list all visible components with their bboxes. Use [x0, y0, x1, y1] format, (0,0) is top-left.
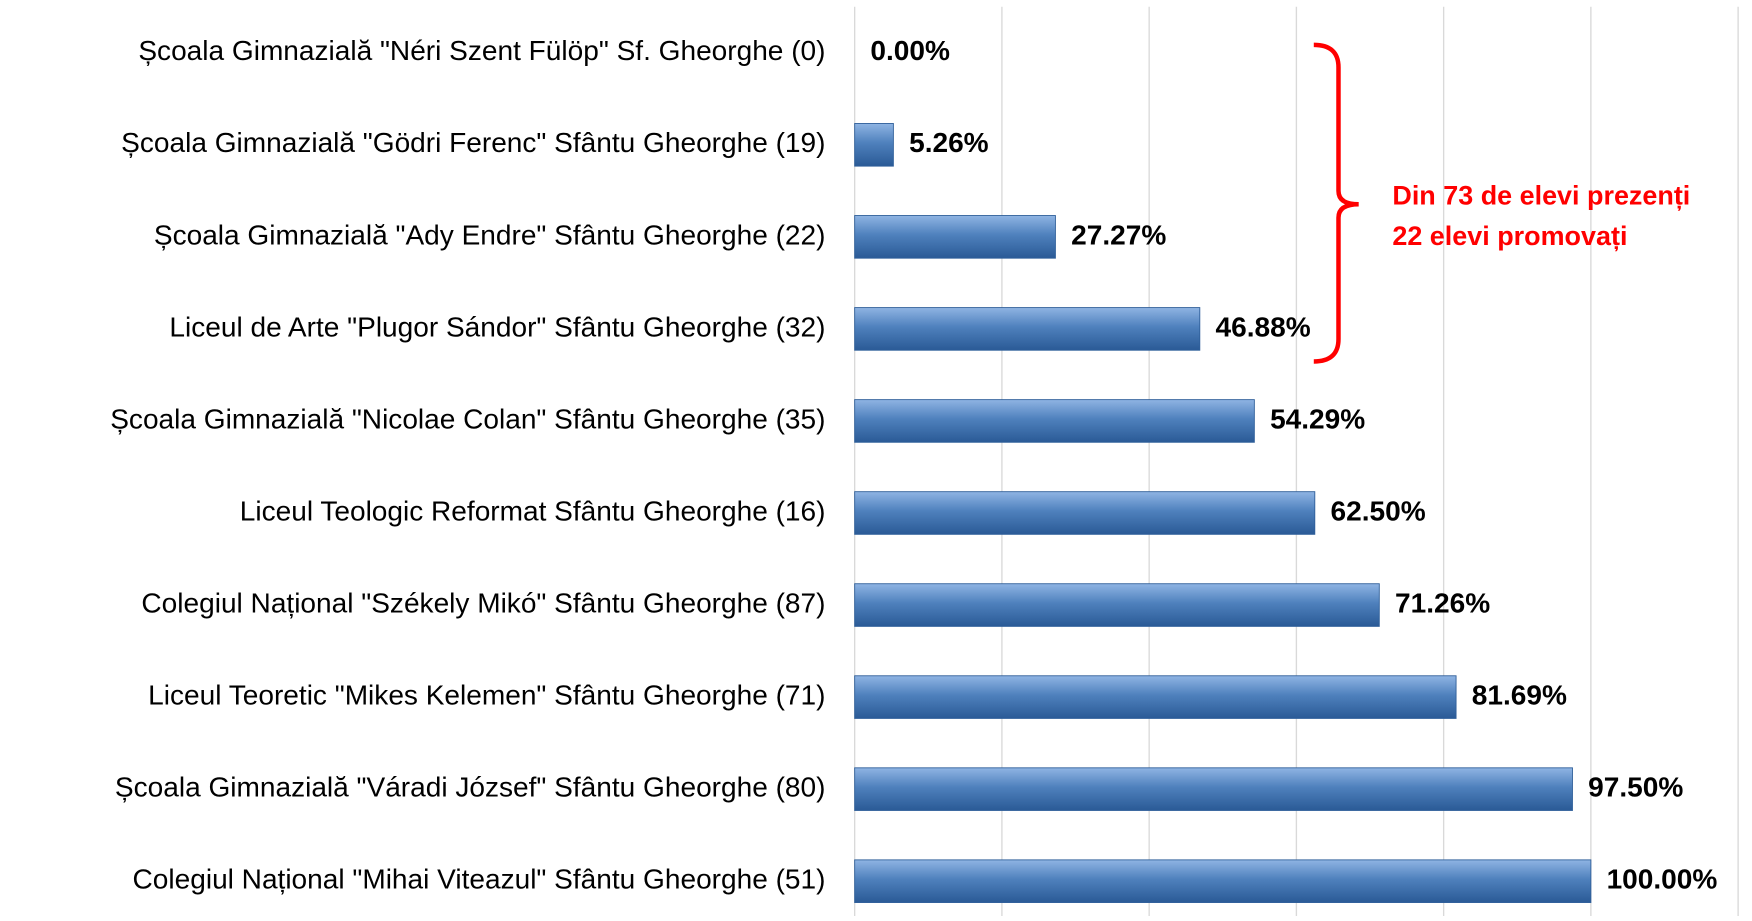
bar: [854, 583, 1380, 627]
value-label: 100.00%: [1607, 864, 1718, 895]
bar: [854, 123, 894, 167]
annotation: 22 elevi promovați: [1392, 221, 1627, 251]
value-label: 5.26%: [909, 127, 989, 158]
category-label: Școala Gimnazială "Nicolae Colan" Sfântu…: [110, 403, 825, 434]
bar: [854, 859, 1592, 903]
value-label: 62.50%: [1331, 495, 1426, 526]
brace: [1313, 42, 1359, 364]
bar: [854, 399, 1255, 443]
value-label: 71.26%: [1395, 587, 1490, 618]
value-label: 27.27%: [1071, 219, 1166, 250]
bar: [854, 307, 1201, 351]
category-label: Școala Gimnazială "Gödri Ferenc" Sfântu …: [121, 127, 825, 158]
category-label: Școala Gimnazială "Ady Endre" Sfântu Ghe…: [154, 219, 826, 250]
category-label: Colegiul Național "Mihai Viteazul" Sfânt…: [133, 864, 826, 895]
category-label: Colegiul Național "Székely Mikó" Sfântu …: [141, 587, 825, 618]
bar: [854, 675, 1457, 719]
value-label: 97.50%: [1588, 772, 1683, 803]
bar: [854, 491, 1316, 535]
category-label: Școala Gimnazială "Néri Szent Fülöp" Sf.…: [138, 35, 825, 66]
value-label: 0.00%: [870, 35, 950, 66]
category-label: Liceul de Arte "Plugor Sándor" Sfântu Gh…: [169, 311, 825, 342]
value-label: 46.88%: [1216, 311, 1311, 342]
value-label: 54.29%: [1270, 403, 1365, 434]
annotation: Din 73 de elevi prezenți: [1392, 181, 1690, 211]
category-label: Liceul Teoretic "Mikes Kelemen" Sfântu G…: [148, 680, 825, 711]
bar: [854, 767, 1573, 811]
value-label: 81.69%: [1472, 680, 1567, 711]
category-label: Liceul Teologic Reformat Sfântu Gheorghe…: [240, 495, 826, 526]
category-label: Școala Gimnazială "Váradi József" Sfântu…: [115, 772, 826, 803]
bar: [854, 215, 1056, 259]
